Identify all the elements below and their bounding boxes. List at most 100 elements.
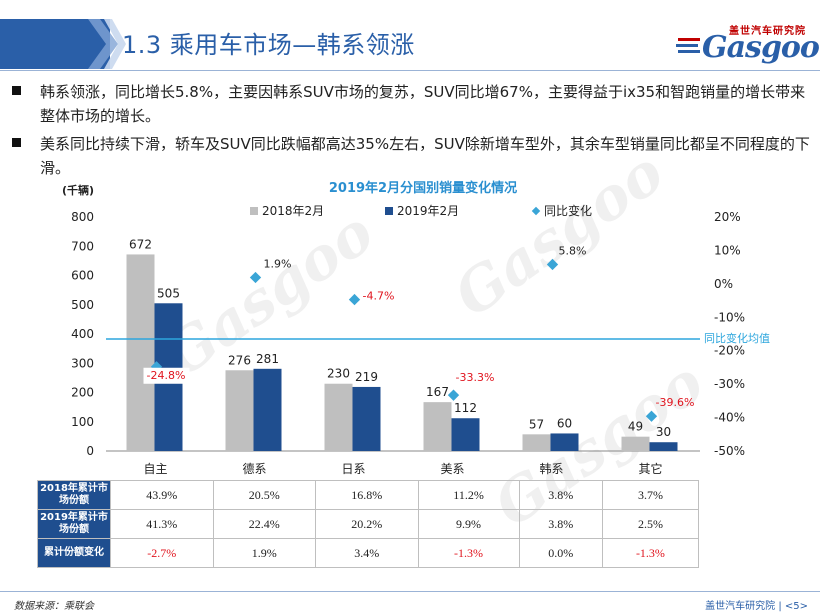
legend-label: 同比变化	[544, 203, 592, 218]
y2-tick-label: -40%	[714, 411, 745, 425]
table-cell: 20.5%	[212, 480, 316, 510]
table-cell: 9.9%	[417, 509, 520, 539]
table-cell: -1.3%	[417, 538, 520, 568]
y-tick-label: 500	[71, 298, 94, 312]
bullet-2: 美系同比持续下滑，轿车及SUV同比跌幅都高达35%左右，SUV除新增车型外，其余…	[12, 132, 810, 177]
row-header: 2018年累计市场份额	[37, 480, 111, 510]
chart-title: 2019年2月分国别销量变化情况	[329, 180, 517, 196]
y2-tick-label: 0%	[714, 277, 733, 291]
x-tick-label: 其它	[638, 461, 662, 476]
yoy-value-label: 1.9%	[264, 258, 292, 271]
yoy-average-line: 同比变化均值	[106, 331, 770, 345]
yoy-point	[645, 410, 658, 422]
y2-tick-label: 20%	[714, 210, 741, 224]
bullet-1: 韩系领涨，同比增长5.8%，主要因韩系SUV市场的复苏，SUV同比增67%，主要…	[12, 80, 805, 125]
table-row: 2018年累计市场份额 43.9% 20.5% 16.8% 11.2% 3.8% 3.7%	[37, 480, 700, 510]
bar-value-label: 167	[426, 385, 449, 399]
legend: 2018年2月 2019年2月 同比变化	[250, 203, 592, 218]
bar-2019	[253, 368, 282, 451]
legend-swatch	[531, 206, 541, 216]
table-cell: 3.8%	[518, 509, 603, 539]
yoy-point	[546, 258, 559, 271]
x-tick-label: 韩系	[539, 461, 563, 476]
table-cell: 2.5%	[601, 509, 700, 539]
table-cell: 20.2%	[315, 509, 419, 539]
bar-value-label: 672	[129, 237, 152, 251]
yoy-label-bg	[143, 367, 190, 384]
table-cell: 3.8%	[518, 480, 603, 510]
legend-swatch	[385, 207, 393, 215]
bullet-text: 韩系领涨，同比增长5.8%，主要因韩系SUV市场的复苏，SUV同比增67%，主要…	[40, 83, 806, 125]
table-cell: 22.4%	[212, 509, 316, 539]
bar-value-label: 49	[628, 420, 643, 434]
table-cell: -2.7%	[110, 538, 214, 568]
logo-cn-text: 盖世汽车研究院	[729, 26, 806, 37]
title-divider	[0, 70, 820, 71]
y-tick-label: 700	[71, 239, 94, 253]
y2-tick-label: -30%	[714, 377, 745, 391]
row-header: 累计份额变化	[37, 538, 111, 568]
bar-value-label: 57	[529, 417, 544, 431]
yoy-point	[348, 293, 361, 306]
bullet-square-icon	[12, 138, 21, 147]
table-row: 2019年累计市场份额 41.3% 22.4% 20.2% 9.9% 3.8% 2.5%	[37, 509, 700, 539]
x-tick-label: 德系	[242, 461, 266, 476]
table-cell: 1.9%	[212, 538, 316, 568]
table-cell: 43.9%	[110, 480, 214, 510]
bar-value-label: 30	[656, 425, 671, 439]
yoy-value-label: -24.8%	[147, 369, 186, 382]
yoy-value-label: -39.6%	[656, 396, 695, 409]
yoy-average-label: 同比变化均值	[704, 331, 770, 345]
bar-2018	[621, 436, 650, 451]
footer-divider	[0, 591, 820, 592]
bar-2018	[522, 434, 551, 451]
page-number: 盖世汽车研究院 | <5>	[705, 601, 808, 612]
y-tick-label: 0	[86, 444, 94, 458]
bar-value-label: 219	[355, 370, 378, 384]
y2-tick-label: -10%	[714, 310, 745, 324]
y-axis: 0 100 200 300 400 500 600 700 800	[71, 210, 700, 458]
yoy-value-label: -33.3%	[456, 371, 495, 384]
bar-2018	[225, 370, 254, 451]
bar-value-label: 276	[228, 353, 251, 367]
bar-2019	[649, 442, 678, 451]
bar-2018	[126, 254, 155, 451]
y-tick-label: 800	[71, 210, 94, 224]
table-cell: 41.3%	[110, 509, 214, 539]
table-cell: 3.4%	[315, 538, 419, 568]
y-tick-label: 200	[71, 386, 94, 400]
y2-tick-label: -50%	[714, 444, 745, 458]
bars: 672 505 276 281 230 219 167 112 57 60 49 30	[126, 237, 678, 451]
bar-value-label: 505	[157, 286, 180, 300]
legend-label: 2018年2月	[262, 204, 324, 218]
logo-en-text: Gasgoo	[702, 30, 820, 65]
row-header: 2019年累计市场份额	[37, 509, 111, 539]
y2-tick-label: -20%	[714, 344, 745, 358]
x-tick-label: 自主	[143, 462, 167, 476]
legend-label: 2019年2月	[397, 204, 459, 218]
y2-axis: 20% 10% 0% -10% -20% -30% -40% -50%	[714, 210, 745, 458]
logo-stripes-icon	[676, 38, 700, 53]
y2-tick-label: 10%	[714, 243, 741, 257]
yoy-value-label: -4.7%	[363, 290, 395, 303]
y-tick-label: 600	[71, 269, 94, 283]
y-tick-label: 300	[71, 356, 94, 370]
bar-value-label: 281	[256, 352, 279, 366]
header-chevrons	[70, 19, 126, 69]
y-axis-label: (千辆)	[62, 183, 94, 197]
data-source: 数据来源：乘联会	[14, 601, 94, 612]
legend-swatch	[250, 207, 258, 215]
bullet-square-icon	[12, 86, 21, 95]
yoy-value-label: 5.8%	[559, 244, 587, 257]
page-title: 1.3 乘用车市场—韩系领涨	[122, 31, 415, 59]
bar-2019	[550, 433, 579, 451]
table-row: 累计份额变化 -2.7% 1.9% 3.4% -1.3% 0.0% -1.3%	[37, 538, 700, 568]
y-tick-label: 100	[71, 415, 94, 429]
gasgoo-logo: 盖世汽车研究院 Gasgoo	[676, 22, 820, 68]
x-axis: 自主 德系 日系 美系 韩系 其它	[143, 461, 662, 476]
x-tick-label: 美系	[440, 462, 464, 476]
yoy-point	[447, 389, 460, 401]
market-share-table: 2018年累计市场份额 43.9% 20.5% 16.8% 11.2% 3.8% 3.7% 2…	[37, 480, 700, 568]
bar-value-label: 112	[454, 401, 477, 415]
bar-2019	[352, 386, 381, 451]
